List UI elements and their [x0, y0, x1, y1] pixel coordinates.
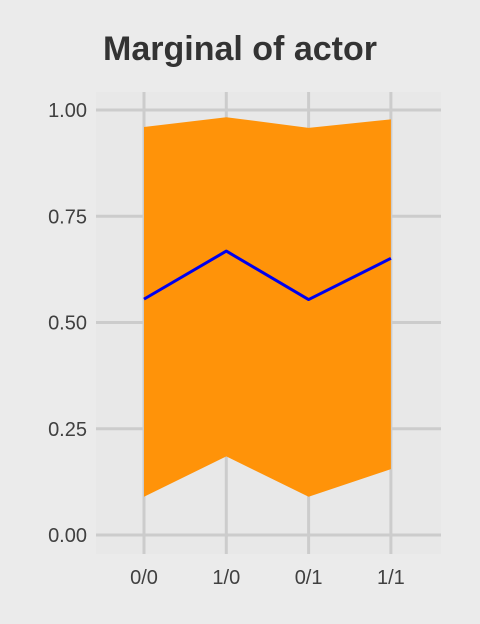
x-tick-label: 1/1	[377, 567, 405, 589]
y-tick-label: 0.25	[48, 419, 87, 441]
mean-line	[143, 249, 392, 302]
y-tick-label: 0.75	[48, 206, 87, 228]
x-tick-label: 1/0	[212, 567, 240, 589]
confidence-band	[144, 117, 391, 497]
x-tick-labels: 0/0 1/0 0/1 1/1	[130, 567, 405, 589]
y-tick-label: 1.00	[48, 100, 87, 122]
y-tick-label: 0.00	[48, 525, 87, 547]
x-tick-label: 0/0	[130, 567, 158, 589]
series-line	[143, 249, 392, 302]
x-tick-label: 0/1	[295, 567, 323, 589]
y-tick-labels: 0.00 0.25 0.50 0.75 1.00	[48, 100, 87, 547]
band-area	[144, 117, 391, 497]
y-tick-label: 0.50	[48, 313, 87, 335]
chart-title: Marginal of actor	[103, 30, 377, 68]
